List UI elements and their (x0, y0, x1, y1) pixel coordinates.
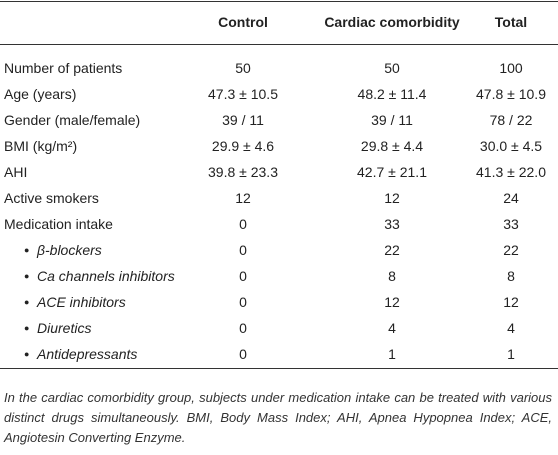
bottom-rule (0, 368, 558, 369)
cell-value: 47.8 ± 10.9 (476, 86, 546, 102)
row-label: Number of patients (4, 60, 123, 76)
cell-value: 41.3 ± 22.0 (476, 164, 546, 180)
cell-value: 0 (239, 294, 247, 310)
cell-value: 33 (503, 216, 519, 232)
row-label: BMI (kg/m²) (4, 138, 78, 154)
cell-value: 0 (239, 320, 247, 336)
cell-value: 1 (388, 346, 396, 362)
cell-value: 12 (235, 190, 251, 206)
cell-value: 50 (384, 60, 400, 76)
header-rule (0, 44, 558, 45)
row-label: ACE inhibitors (37, 294, 126, 310)
row-label: Age (years) (4, 86, 77, 102)
cell-value: 42.7 ± 21.1 (357, 164, 427, 180)
cell-value: 33 (384, 216, 400, 232)
row-label: Gender (male/female) (4, 112, 141, 128)
cell-value: 29.8 ± 4.4 (360, 138, 424, 154)
cell-value: 8 (507, 268, 515, 284)
bullet: ● (24, 349, 30, 359)
cell-value: 4 (388, 320, 396, 336)
bullet: ● (24, 271, 30, 281)
row-label: Ca channels inhibitors (37, 268, 175, 284)
cell-value: 29.9 ± 4.6 (211, 138, 275, 154)
cell-value: 22 (503, 242, 519, 258)
column-header: Total (494, 14, 528, 30)
cell-value: 8 (388, 268, 396, 284)
top-rule (0, 1, 558, 2)
row-label: AHI (4, 164, 28, 180)
cell-value: 47.3 ± 10.5 (208, 86, 278, 102)
cell-value: 39 / 11 (222, 112, 264, 128)
cell-value: 0 (239, 216, 247, 232)
column-header: Control (218, 14, 268, 30)
column-header: Cardiac comorbidity (324, 14, 460, 30)
row-label: Active smokers (4, 190, 99, 206)
row-label: Diuretics (37, 320, 92, 336)
row-label: β-blockers (37, 242, 102, 258)
bullet: ● (24, 297, 30, 307)
cell-value: 0 (239, 346, 247, 362)
cell-value: 30.0 ± 4.5 (479, 138, 543, 154)
bullet: ● (24, 323, 30, 333)
cell-value: 50 (235, 60, 251, 76)
cell-value: 0 (239, 268, 247, 284)
cell-value: 39.8 ± 23.3 (208, 164, 278, 180)
row-label: Antidepressants (37, 346, 138, 362)
cell-value: 0 (239, 242, 247, 258)
cell-value: 78 / 22 (489, 112, 533, 128)
cell-value: 39 / 11 (371, 112, 413, 128)
cell-value: 48.2 ± 11.4 (357, 86, 427, 102)
cell-value: 4 (507, 320, 515, 336)
cell-value: 12 (384, 294, 400, 310)
row-label: Medication intake (4, 216, 113, 232)
cell-value: 24 (503, 190, 519, 206)
cell-value: 100 (499, 60, 523, 76)
bullet: ● (24, 245, 30, 255)
cell-value: 1 (507, 346, 515, 362)
cell-value: 12 (503, 294, 519, 310)
cell-value: 12 (384, 190, 400, 206)
cell-value: 22 (384, 242, 400, 258)
footnote: In the cardiac comorbidity group, subjec… (4, 390, 552, 445)
